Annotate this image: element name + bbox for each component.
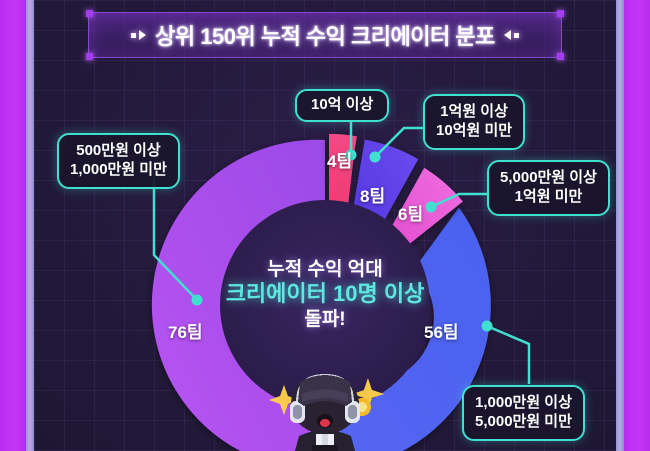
frame-right-edge (624, 0, 650, 451)
frame-left-edge (0, 0, 26, 451)
connector-lines (152, 120, 531, 384)
slice-label-8: 8팀 (360, 187, 386, 206)
corner-dot-icon (86, 53, 93, 60)
callout-line-2: 5,000만원 미만 (475, 412, 572, 430)
slice-label-4: 4팀 (327, 152, 353, 171)
callout-1eok[interactable]: 1억원 이상 10억원 미만 (423, 94, 526, 150)
callout-1000man[interactable]: 1,000만원 이상 5,000만원 미만 (462, 385, 585, 441)
callout-line-1: 1억원 이상 (440, 103, 508, 120)
callout-line-1: 5,000만원 이상 (500, 169, 597, 186)
callout-line-1: 1,000만원 이상 (475, 394, 572, 411)
callout-5000man[interactable]: 5,000만원 이상 1억원 미만 (487, 160, 610, 216)
slice-label-56: 56팀 (424, 323, 459, 342)
frame-left-rule (26, 0, 34, 451)
corner-dot-icon (557, 10, 564, 17)
corner-dot-icon (557, 53, 564, 60)
frame-right-rule (616, 0, 624, 451)
donut-svg (151, 120, 531, 451)
slice-label-76: 76팀 (168, 323, 203, 342)
donut-hole-inner (220, 200, 430, 410)
callout-500man[interactable]: 500만원 이상 1,000만원 미만 (57, 133, 180, 189)
donut-chart: 76팀 4팀 8팀 6팀 56팀 (34, 0, 616, 451)
callout-line-1: 500만원 이상 (76, 142, 161, 159)
corner-dot-icon (86, 10, 93, 17)
callout-line-2: 10억원 미만 (436, 121, 513, 139)
callout-line-2: 1억원 미만 (514, 187, 583, 205)
callout-line-1: 10억 이상 (311, 96, 374, 113)
title-deco-left-icon (131, 30, 147, 40)
page-title: 상위 150위 누적 수익 크리에이터 분포 (155, 24, 495, 49)
creator-avatar (269, 374, 384, 451)
page-title-box: 상위 150위 누적 수익 크리에이터 분포 (86, 10, 564, 60)
connector-dots (191, 149, 493, 332)
callout-line-2: 1,000만원 미만 (70, 160, 167, 178)
callout-10eok[interactable]: 10억 이상 (295, 89, 390, 122)
slice-label-6: 6팀 (398, 205, 424, 224)
title-deco-right-icon (503, 30, 519, 40)
